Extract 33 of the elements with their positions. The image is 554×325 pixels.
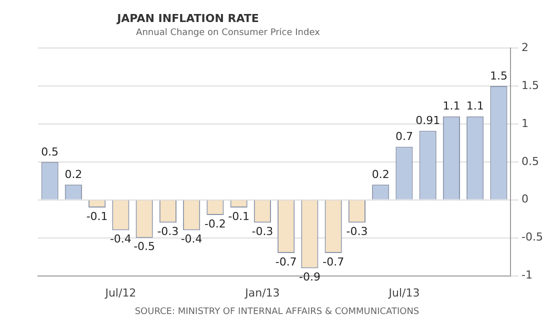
chart-title: JAPAN INFLATION RATE: [116, 12, 260, 25]
y-tick-label: 0: [522, 192, 529, 206]
data-label: -0.7: [322, 255, 344, 268]
source-note: SOURCE: MINISTRY OF INTERNAL AFFAIRS & COMMUNICATIONS: [134, 307, 420, 317]
y-tick-label: 1.5: [522, 78, 540, 92]
data-label: -0.3: [346, 225, 368, 238]
data-label: 0.91: [416, 114, 440, 128]
data-label: 0.2: [372, 168, 390, 182]
data-label: -0.2: [204, 217, 226, 230]
data-label: 1.1: [466, 100, 484, 113]
x-tick-label: Jul/12: [104, 286, 136, 300]
data-label: 0.5: [41, 145, 59, 158]
data-label: -0.4: [110, 232, 132, 246]
data-label: -0.5: [134, 240, 156, 254]
y-tick-label: 1: [522, 116, 529, 130]
data-label: 1.5: [490, 69, 508, 82]
data-label: -0.7: [275, 255, 297, 268]
y-tick-label: -0.5: [522, 230, 544, 244]
data-label: -0.1: [86, 210, 108, 223]
y-tick-label: 2: [522, 40, 529, 54]
data-label: 0.7: [395, 130, 413, 144]
data-label: 0.2: [64, 168, 82, 182]
data-label: -0.3: [157, 225, 179, 238]
data-label: 1.1: [442, 100, 460, 113]
x-tick-label: Jan/13: [244, 286, 280, 300]
data-label: -0.1: [228, 210, 250, 223]
x-tick-label: Jul/13: [388, 286, 420, 300]
data-label: -0.9: [298, 270, 320, 284]
chart-subtitle: Annual Change on Consumer Price Index: [135, 28, 321, 38]
data-label: -0.3: [252, 225, 274, 238]
y-tick-label: -1: [522, 268, 533, 282]
y-tick-label: 0.5: [522, 154, 540, 168]
data-label: -0.4: [180, 232, 202, 246]
